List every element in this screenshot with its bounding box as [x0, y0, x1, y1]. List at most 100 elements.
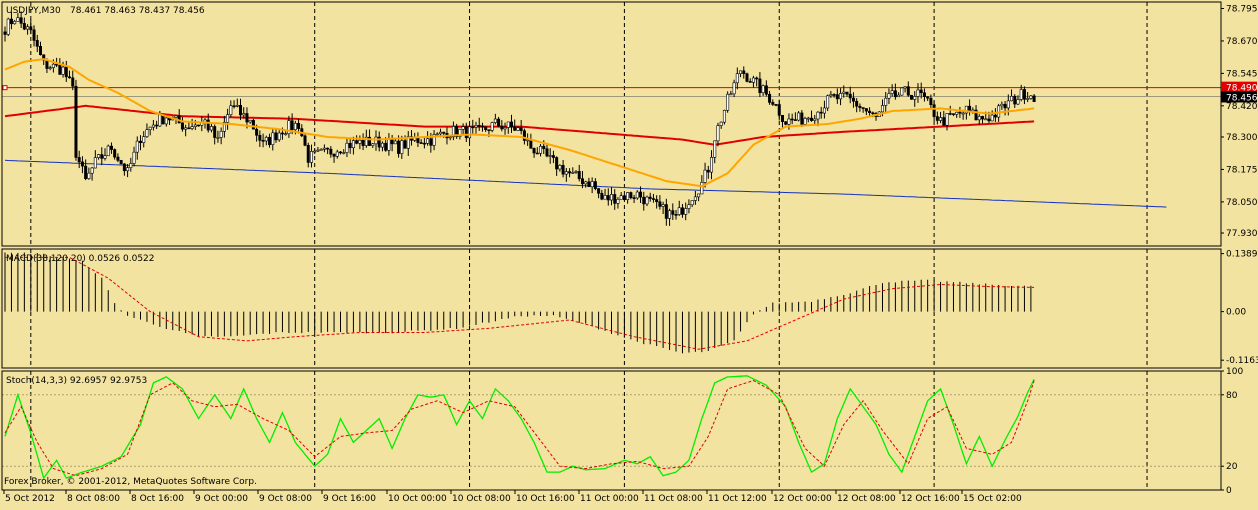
- candle-body: [274, 132, 278, 141]
- candle-body: [355, 140, 359, 144]
- candle-body: [977, 116, 981, 121]
- candle-body: [235, 105, 239, 107]
- candle-body: [590, 181, 594, 188]
- candle-body: [677, 207, 681, 215]
- candle-body: [913, 96, 917, 100]
- candle-body: [893, 90, 897, 98]
- time-tick-label: 10 Oct 08:00: [452, 494, 511, 504]
- chart-title: USDJPY,M30: [6, 6, 61, 16]
- candle-body: [22, 23, 26, 30]
- macd-tick-label: -0.1163: [1226, 356, 1258, 366]
- candle-body: [180, 122, 184, 130]
- candle-body: [406, 136, 410, 149]
- candle-body: [929, 97, 933, 106]
- candle-body: [687, 204, 691, 209]
- stoch-tick-label: 20: [1226, 462, 1238, 472]
- candle-body: [987, 118, 991, 122]
- price-level-lines: [2, 85, 1221, 97]
- candle-body: [693, 196, 697, 201]
- price-tick-label: 78.670: [1226, 37, 1258, 47]
- candle-body: [90, 167, 94, 174]
- candle-body: [632, 197, 636, 199]
- candle-body: [713, 140, 717, 158]
- candle-body: [448, 136, 452, 139]
- candle-body: [229, 105, 233, 116]
- candle-body: [174, 115, 178, 118]
- candle-body: [258, 134, 262, 141]
- candle-body: [551, 155, 555, 158]
- candle-body: [509, 121, 513, 128]
- candle-body: [32, 29, 36, 41]
- candle-body: [126, 167, 130, 172]
- candle-body: [945, 113, 949, 126]
- candle-body: [284, 133, 288, 135]
- candle-body: [948, 113, 952, 115]
- candle-body: [645, 196, 649, 205]
- candle-body: [122, 163, 126, 172]
- candle-body: [471, 126, 475, 129]
- candle-body: [58, 64, 62, 75]
- candle-body: [880, 105, 884, 113]
- time-tick-label: 9 Oct 08:00: [259, 494, 312, 504]
- time-axis: 5 Oct 2012 8 Oct 08:00 8 Oct 16:00 9 Oct 00…: [3, 490, 1022, 504]
- candle-body: [861, 107, 865, 109]
- candle-body: [145, 129, 149, 137]
- candle-body: [271, 132, 275, 145]
- candle-body: [190, 126, 194, 129]
- candle-body: [377, 136, 381, 148]
- time-tick-label: 8 Oct 08:00: [67, 494, 120, 504]
- candle-body: [826, 95, 830, 109]
- candle-body: [297, 123, 301, 129]
- candle-body: [348, 142, 352, 149]
- candle-body: [277, 132, 281, 141]
- candle-body: [600, 192, 604, 200]
- candle-body: [516, 127, 520, 131]
- candle-body: [222, 121, 226, 132]
- candle-body: [148, 126, 152, 131]
- level-price-tag: [1221, 81, 1257, 93]
- candle-body: [906, 86, 910, 96]
- candle-body: [193, 124, 197, 127]
- candle-body: [742, 70, 746, 74]
- candle-body: [239, 105, 243, 116]
- candle-body: [680, 207, 684, 215]
- candle-body: [532, 148, 536, 154]
- candle-body: [384, 142, 388, 151]
- candle-body: [419, 142, 423, 144]
- candle-body: [703, 169, 707, 183]
- candle-body: [213, 126, 217, 138]
- candle-body: [603, 195, 607, 200]
- candle-body: [129, 163, 133, 168]
- candle-body: [403, 140, 407, 149]
- candle-body: [1003, 103, 1007, 109]
- price-tick-label: 78.300: [1226, 133, 1258, 143]
- panel-frame: [1, 1, 1222, 247]
- candle-body: [939, 117, 943, 121]
- candle-body: [955, 111, 959, 115]
- candle-body: [626, 192, 630, 200]
- candle-body: [48, 67, 52, 69]
- candle-body: [480, 125, 484, 128]
- candle-body: [784, 121, 788, 125]
- candle-body: [16, 17, 20, 22]
- candle-body: [390, 139, 394, 145]
- candle-body: [519, 127, 523, 131]
- candle-body: [529, 139, 533, 149]
- candle-body: [642, 196, 646, 205]
- candle-body: [1022, 89, 1026, 100]
- candle-body: [606, 195, 610, 201]
- price-tick-label: 78.420: [1226, 102, 1258, 112]
- candlesticks: [3, 11, 1036, 226]
- candle-body: [774, 104, 778, 106]
- candle-body: [810, 117, 814, 121]
- candle-body: [542, 145, 546, 150]
- candle-body: [351, 140, 355, 149]
- candle-body: [848, 93, 852, 99]
- chart-ohlc: 78.461 78.463 78.437 78.456: [70, 6, 205, 16]
- candle-body: [38, 46, 42, 56]
- candle-body: [100, 154, 104, 159]
- copyright-text: Forex Broker, © 2001-2012, MetaQuotes So…: [4, 477, 257, 487]
- candle-body: [503, 127, 507, 130]
